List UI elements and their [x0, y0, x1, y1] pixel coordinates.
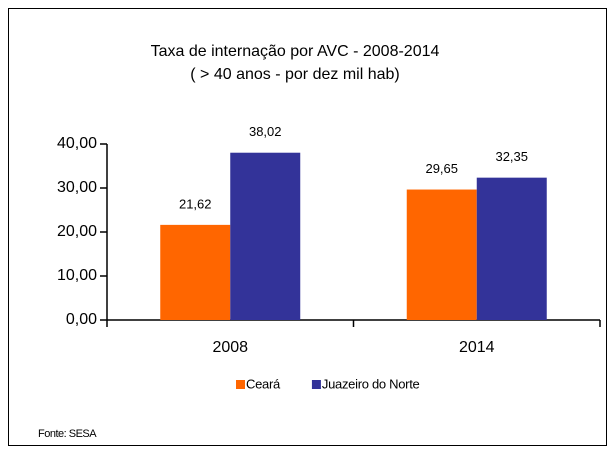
- y-tick-label: 30,00: [57, 179, 97, 196]
- chart-title: Taxa de internação por AVC - 2008-2014: [151, 43, 440, 60]
- x-tick-label: 2008: [212, 339, 248, 356]
- bar: [476, 177, 547, 320]
- source: Fonte: SESA: [38, 428, 97, 440]
- bar: [230, 152, 301, 320]
- chart-subtitle: ( > 40 anos - por dez mil hab): [190, 66, 399, 83]
- y-tick-label: 20,00: [57, 223, 97, 240]
- legend-label: Juazeiro do Norte: [322, 376, 420, 391]
- value-label: 29,65: [425, 161, 458, 176]
- value-label: 21,62: [179, 196, 212, 211]
- y-tick-label: 0,00: [66, 311, 97, 328]
- legend-label: Ceará: [246, 376, 281, 391]
- bar: [406, 189, 477, 320]
- legend-swatch: [311, 380, 321, 389]
- value-label: 32,35: [495, 149, 528, 164]
- bar: [160, 224, 231, 320]
- y-tick-label: 10,00: [57, 267, 97, 284]
- legend-swatch: [236, 380, 245, 389]
- x-tick-label: 2014: [459, 339, 495, 356]
- value-label: 38,02: [249, 124, 282, 139]
- y-tick-label: 40,00: [57, 135, 97, 152]
